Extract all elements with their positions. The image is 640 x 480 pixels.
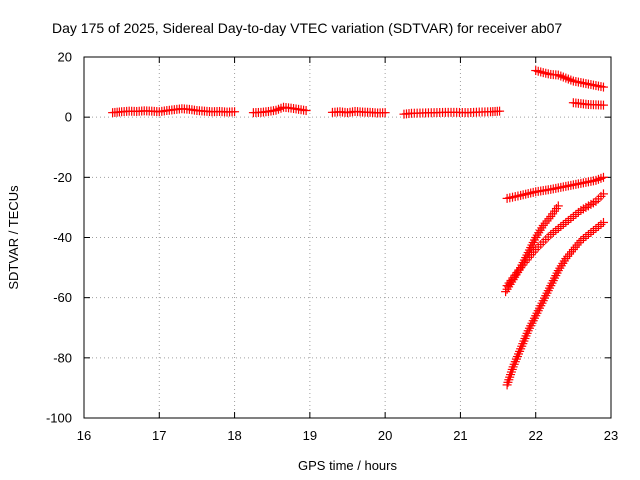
y-tick-label: -20: [53, 170, 72, 185]
x-tick-label: 18: [227, 428, 241, 443]
x-tick-label: 19: [303, 428, 317, 443]
axis-ticks: 16 17 18 19 20 21 22 23 20 0 -20 -40 -60 -80 -100: [46, 50, 618, 444]
x-tick-label: 20: [378, 428, 392, 443]
x-tick-label: 16: [77, 428, 91, 443]
y-tick-label: 20: [58, 50, 72, 65]
data-points: [108, 66, 608, 390]
y-tick-label: -80: [53, 350, 72, 365]
x-tick-label: 22: [528, 428, 542, 443]
x-axis-label: GPS time / hours: [298, 458, 397, 473]
y-tick-label: -100: [46, 411, 72, 426]
y-tick-label: -40: [53, 230, 72, 245]
y-tick-label: 0: [65, 110, 72, 125]
y-tick-label: -60: [53, 290, 72, 305]
chart-title: Day 175 of 2025, Sidereal Day-to-day VTE…: [52, 20, 562, 36]
x-tick-label: 17: [152, 428, 166, 443]
plot-frame: [83, 56, 612, 419]
x-tick-label: 23: [604, 428, 618, 443]
x-tick-label: 21: [453, 428, 467, 443]
y-axis-label: SDTVAR / TECUs: [6, 185, 21, 290]
